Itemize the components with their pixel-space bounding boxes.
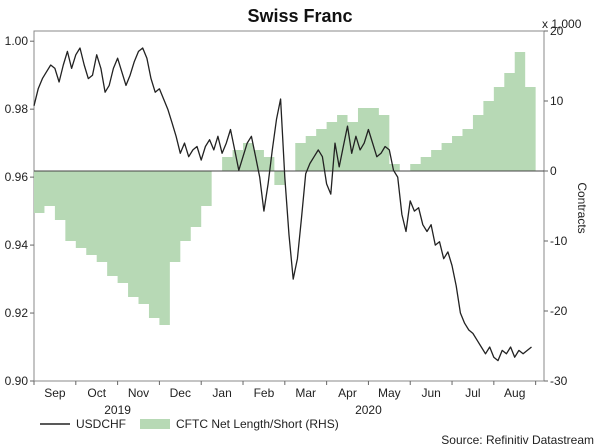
x-tick-label: Nov: [128, 386, 149, 400]
x-tick-label: Feb: [254, 386, 275, 400]
x-tick-label: Sep: [44, 386, 66, 400]
left-tick-label: 0.96: [5, 170, 29, 184]
right-tick-label: 10: [550, 94, 564, 108]
usdchf-line-series: [33, 47, 532, 362]
right-axis-multiplier: x 1,000: [542, 17, 582, 31]
right-tick-label: 20: [550, 24, 564, 38]
left-tick-label: 1.00: [5, 34, 29, 48]
legend-cftc-swatch: [140, 419, 170, 429]
right-tick-label: 0: [550, 164, 557, 178]
legend-cftc-label: CFTC Net Length/Short (RHS): [176, 417, 339, 431]
x-tick-label: Jun: [421, 386, 440, 400]
left-tick-label: 0.92: [5, 306, 29, 320]
x-tick-label: Dec: [170, 386, 191, 400]
left-tick-label: 0.98: [5, 102, 29, 116]
right-tick-label: -10: [550, 234, 568, 248]
cftc-area: [34, 52, 536, 325]
x-tick-label: Jul: [465, 386, 480, 400]
right-tick-label: -30: [550, 374, 568, 388]
left-tick-label: 0.94: [5, 238, 29, 252]
legend: USDCHF CFTC Net Length/Short (RHS): [40, 417, 339, 431]
x-tick-label: Apr: [338, 386, 357, 400]
x-tick-label: Mar: [295, 386, 316, 400]
left-tick-label: 0.90: [5, 374, 29, 388]
right-axis: -30 -20 -10 0 10 20: [544, 24, 568, 388]
right-axis-label: Contracts: [575, 182, 589, 233]
year-label: 2019: [104, 403, 131, 417]
source-note: Source: Refinitiv Datastream: [441, 433, 594, 447]
x-tick-label: Aug: [504, 386, 525, 400]
usdchf-line: [33, 47, 532, 362]
left-axis: 0.90 0.92 0.94 0.96 0.98 1.00: [5, 34, 34, 388]
x-axis: Sep Oct Nov Dec Jan Feb Mar Apr May Jun Jul Aug 2019…: [33, 381, 537, 417]
right-tick-label: -20: [550, 304, 568, 318]
year-label: 2020: [355, 403, 382, 417]
x-tick-label: Oct: [87, 386, 106, 400]
legend-usdchf-label: USDCHF: [76, 417, 126, 431]
x-tick-label: Jan: [212, 386, 231, 400]
chart-title: Swiss Franc: [247, 6, 352, 26]
cftc-area-series: [34, 52, 536, 325]
x-tick-label: May: [378, 386, 401, 400]
